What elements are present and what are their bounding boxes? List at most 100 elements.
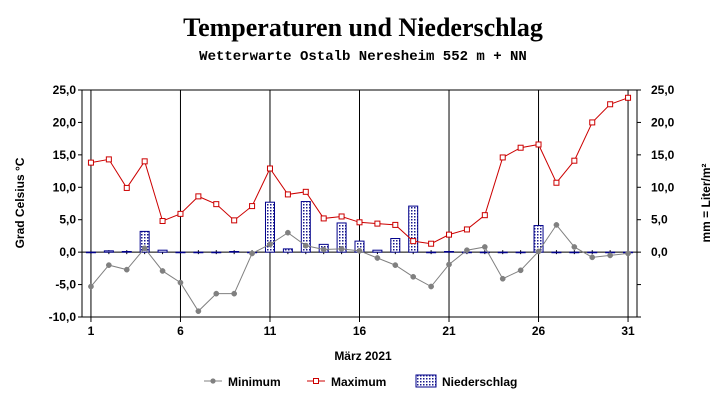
y-tick-label-right-4: 20,0 bbox=[651, 115, 675, 129]
maximum-point-day-23 bbox=[481, 212, 488, 219]
precip-bar-day-8 bbox=[211, 251, 222, 254]
minimum-point-day-4 bbox=[141, 245, 148, 252]
legend-label-niederschlag: Niederschlag bbox=[442, 375, 517, 389]
minimum-point-day-24 bbox=[499, 275, 506, 282]
chart-title: Temperaturen und Niederschlag bbox=[183, 13, 543, 42]
precip-bar-day-6 bbox=[175, 251, 186, 254]
maximum-point-day-7 bbox=[195, 193, 202, 200]
y-tick-label-left-4: 10,0 bbox=[53, 180, 77, 194]
maximum-point-day-19 bbox=[410, 238, 417, 245]
precip-bar-day-19 bbox=[408, 205, 419, 253]
precip-bar-day-20 bbox=[426, 251, 437, 254]
y-tick-label-left-0: -10,0 bbox=[49, 310, 77, 324]
maximum-point-day-28 bbox=[571, 157, 578, 164]
y-tick-label-right-5: 25,0 bbox=[651, 83, 675, 97]
precip-bar-day-26 bbox=[533, 225, 544, 253]
precipitation-bars bbox=[85, 201, 634, 254]
precip-bar-day-28 bbox=[569, 251, 580, 254]
y-tick-label-left-3: 5,0 bbox=[59, 213, 76, 227]
y-axis-label-right: mm = Liter/m² bbox=[699, 163, 713, 242]
precip-bar-day-29 bbox=[587, 251, 598, 254]
minimum-point-day-11 bbox=[267, 241, 273, 248]
maximum-point-day-14 bbox=[320, 215, 327, 222]
x-tick-label-1: 1 bbox=[88, 324, 95, 338]
y-tick-label-left-7: 25,0 bbox=[53, 83, 77, 97]
minimum-point-day-1 bbox=[88, 283, 94, 290]
legend-swatch-niederschlag bbox=[415, 374, 437, 388]
x-tick-label-26: 26 bbox=[532, 324, 546, 338]
precip-bar-day-27 bbox=[551, 251, 562, 254]
maximum-point-day-17 bbox=[374, 220, 381, 227]
minimum-point-day-2 bbox=[106, 262, 112, 268]
maximum-point-day-6 bbox=[177, 210, 184, 217]
precip-bar-day-18 bbox=[390, 238, 401, 253]
temperature-lines bbox=[87, 94, 632, 315]
maximum-point-day-2 bbox=[105, 156, 112, 163]
legend-label-minimum: Minimum bbox=[228, 375, 281, 389]
chart-subtitle: Wetterwarte Ostalb Neresheim 552 m + NN bbox=[199, 49, 527, 65]
maximum-point-day-29 bbox=[589, 119, 596, 126]
minimum-point-day-8 bbox=[213, 290, 220, 297]
maximum-point-day-5 bbox=[159, 218, 166, 225]
x-tick-label-21: 21 bbox=[442, 324, 456, 338]
x-tick-label-11: 11 bbox=[264, 324, 277, 338]
minimum-point-day-3 bbox=[123, 266, 130, 273]
minimum-point-day-30 bbox=[607, 252, 613, 259]
minimum-point-day-28 bbox=[571, 244, 578, 250]
maximum-point-day-30 bbox=[607, 101, 614, 108]
minimum-point-day-12 bbox=[285, 229, 291, 236]
y-tick-label-left-1: -5,0 bbox=[55, 278, 76, 292]
minimum-point-day-6 bbox=[177, 279, 184, 286]
minimum-point-day-25 bbox=[517, 267, 524, 274]
legend-marker-minimum bbox=[210, 378, 216, 384]
minimum-point-day-20 bbox=[428, 283, 434, 290]
maximum-point-day-18 bbox=[392, 221, 399, 228]
maximum-point-day-16 bbox=[356, 219, 363, 226]
minimum-point-day-23 bbox=[481, 244, 488, 250]
precip-bar-day-15 bbox=[336, 222, 347, 253]
precip-bar-day-5 bbox=[157, 249, 168, 253]
y-tick-label-right-0: 0,0 bbox=[651, 245, 668, 259]
x-tick-label-16: 16 bbox=[353, 324, 367, 338]
maximum-point-day-1 bbox=[87, 159, 94, 166]
maximum-point-day-11 bbox=[266, 165, 273, 172]
minimum-point-day-14 bbox=[320, 246, 327, 253]
minimum-point-day-31 bbox=[625, 250, 631, 257]
maximum-point-day-27 bbox=[553, 179, 560, 186]
x-axis-label: März 2021 bbox=[334, 349, 392, 363]
minimum-point-day-16 bbox=[356, 247, 363, 254]
maximum-point-day-21 bbox=[446, 231, 453, 238]
y-tick-label-right-2: 10,0 bbox=[651, 180, 675, 194]
precip-bar-day-21 bbox=[444, 250, 455, 253]
precip-bar-day-7 bbox=[193, 251, 204, 254]
axis-ticks: 1 6 11 16 21 26 31-10,0-5,00,05,010,015,020,02… bbox=[49, 83, 675, 338]
y-tick-label-left-6: 20,0 bbox=[53, 115, 77, 129]
minimum-point-day-5 bbox=[159, 268, 166, 274]
minimum-point-day-17 bbox=[374, 255, 381, 261]
grid-lines bbox=[82, 90, 637, 317]
precip-bar-day-1 bbox=[85, 251, 96, 254]
minimum-point-day-19 bbox=[410, 273, 417, 280]
minimum-point-day-18 bbox=[392, 262, 399, 268]
precip-bar-day-4 bbox=[139, 230, 150, 253]
precip-bar-day-17 bbox=[372, 249, 383, 253]
y-tick-label-right-3: 15,0 bbox=[651, 148, 675, 162]
minimum-point-day-9 bbox=[231, 290, 238, 297]
y-tick-label-right-1: 5,0 bbox=[651, 213, 668, 227]
precip-bar-day-13 bbox=[300, 201, 311, 253]
minimum-point-day-27 bbox=[553, 222, 560, 228]
x-tick-label-31: 31 bbox=[621, 324, 635, 338]
y-axis-label-left: Grad Celsius °C bbox=[13, 157, 27, 248]
precip-bar-day-9 bbox=[229, 250, 240, 253]
precip-bar-day-2 bbox=[103, 250, 114, 253]
minimum-point-day-13 bbox=[302, 242, 309, 249]
legend: Minimum Maximum Niederschlag bbox=[204, 374, 517, 389]
minimum-point-day-26 bbox=[535, 248, 542, 255]
precip-bar-day-24 bbox=[497, 251, 508, 254]
minimum-point-day-29 bbox=[589, 254, 596, 261]
x-tick-label-6: 6 bbox=[177, 324, 184, 338]
maximum-point-day-13 bbox=[302, 188, 309, 195]
maximum-point-day-12 bbox=[284, 191, 291, 198]
minimum-point-day-21 bbox=[446, 261, 452, 268]
maximum-point-day-10 bbox=[249, 203, 256, 210]
